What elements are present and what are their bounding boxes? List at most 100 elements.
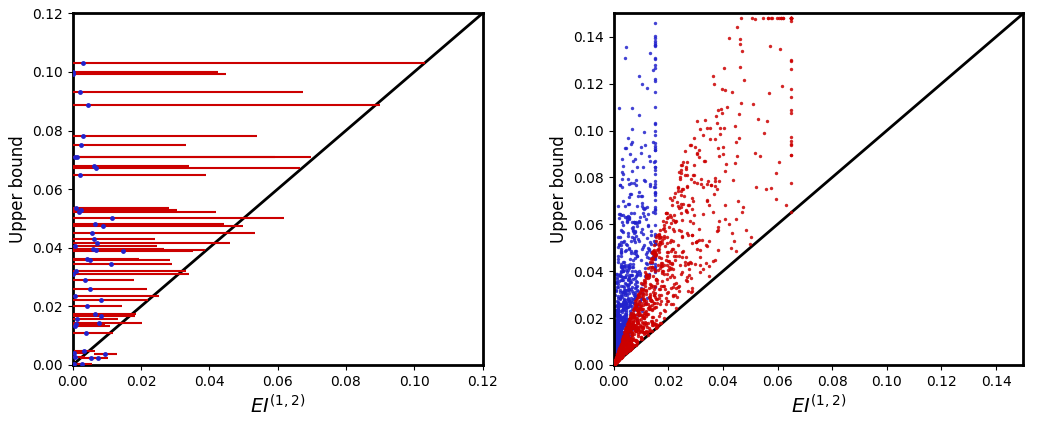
Point <box>623 268 640 275</box>
Point <box>754 15 771 22</box>
Point <box>627 220 643 227</box>
Point <box>610 328 627 335</box>
Point <box>639 295 656 302</box>
Point <box>618 328 635 335</box>
Point <box>686 178 702 185</box>
Point <box>610 350 627 357</box>
Point <box>670 184 687 191</box>
Point <box>624 311 641 318</box>
Point <box>607 342 623 349</box>
Point <box>607 317 623 324</box>
Point <box>618 315 635 322</box>
Point <box>616 339 633 346</box>
Point <box>606 358 622 365</box>
Point <box>639 204 656 211</box>
Point <box>734 209 750 216</box>
Point <box>643 327 660 334</box>
Point <box>615 306 632 313</box>
Point <box>637 205 654 212</box>
Point <box>636 177 652 184</box>
Point <box>609 318 625 325</box>
Point <box>612 334 629 341</box>
Point <box>612 332 629 339</box>
Point <box>609 357 625 364</box>
Point <box>607 333 623 340</box>
Point <box>607 357 623 364</box>
Point <box>622 324 639 332</box>
Point <box>620 325 637 332</box>
Point <box>632 306 648 313</box>
Point <box>606 356 622 363</box>
Point <box>607 359 623 366</box>
Point <box>622 332 639 339</box>
Point <box>693 180 710 187</box>
Point <box>678 166 695 173</box>
Point <box>714 143 730 150</box>
Point <box>650 245 667 252</box>
Point <box>610 243 627 251</box>
Point <box>616 55 633 62</box>
Point <box>615 336 632 343</box>
Point <box>617 300 634 307</box>
Point <box>606 357 622 364</box>
Point <box>628 297 644 304</box>
Point <box>608 353 624 360</box>
Point <box>643 318 660 325</box>
Point <box>656 315 672 322</box>
Point <box>621 336 638 343</box>
Point <box>616 237 633 244</box>
Point <box>622 210 639 217</box>
Point <box>621 194 638 201</box>
Point <box>615 323 632 330</box>
Point <box>615 312 632 319</box>
Point <box>616 319 633 326</box>
Point <box>624 342 641 349</box>
Point <box>646 209 663 216</box>
Point <box>624 319 641 326</box>
Point <box>611 353 628 360</box>
Point <box>615 340 632 348</box>
Point <box>642 290 659 297</box>
Point <box>611 287 628 294</box>
Point <box>606 345 622 352</box>
Point <box>606 356 622 364</box>
Point <box>623 320 640 327</box>
Point <box>606 358 622 365</box>
Point <box>627 337 643 344</box>
Point <box>647 251 664 258</box>
Point <box>650 233 667 240</box>
Point <box>606 360 622 368</box>
Point <box>672 187 689 194</box>
Point <box>618 340 635 347</box>
Point <box>608 351 624 358</box>
Point <box>712 130 728 138</box>
Point <box>631 300 647 307</box>
Point <box>619 320 636 328</box>
Point <box>637 297 654 304</box>
Point <box>696 158 713 165</box>
Point <box>608 287 624 294</box>
Point <box>611 343 628 350</box>
Point <box>611 338 628 345</box>
Point <box>625 218 642 226</box>
Point <box>625 319 642 326</box>
Point <box>650 295 667 302</box>
Point <box>643 320 660 327</box>
Point <box>646 268 663 275</box>
Point <box>609 352 625 360</box>
Point <box>621 280 638 287</box>
Point <box>635 281 651 288</box>
Point <box>708 113 724 120</box>
Point <box>615 299 632 306</box>
Point <box>645 272 662 279</box>
Point <box>683 142 699 149</box>
Point <box>612 181 629 188</box>
Point <box>612 327 629 334</box>
Point <box>635 319 651 326</box>
Point <box>607 346 623 353</box>
Point <box>646 55 663 62</box>
Point <box>628 182 644 189</box>
Point <box>607 346 623 353</box>
Point <box>610 352 627 360</box>
Point <box>613 344 630 352</box>
